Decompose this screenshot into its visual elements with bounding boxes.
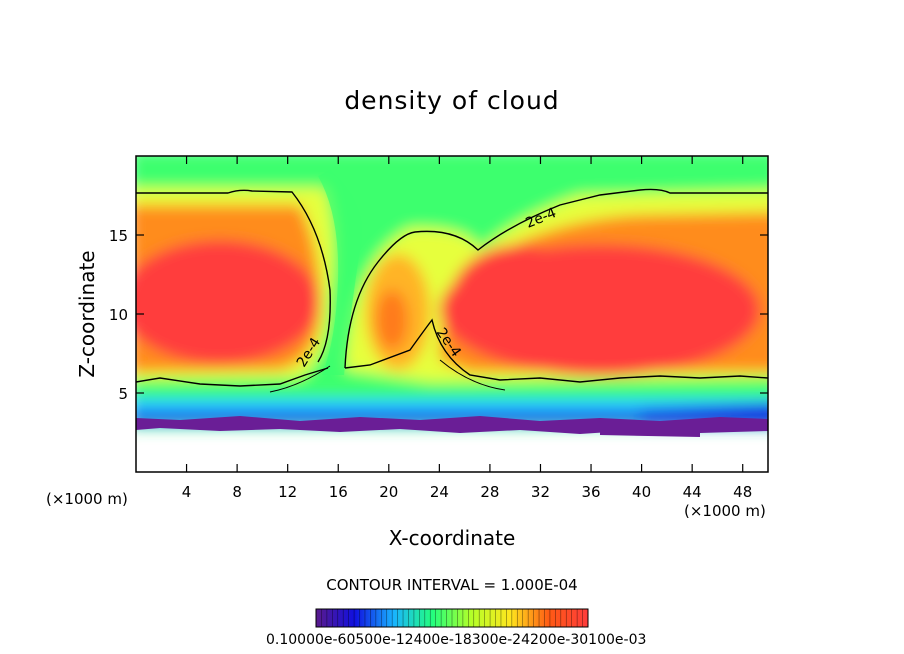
x-tick-label: 8 (232, 483, 242, 501)
x-tick-label: 24 (430, 483, 449, 501)
density-field (136, 156, 768, 472)
contour-shelf-right (439, 359, 506, 391)
x-tick-label: 20 (379, 483, 398, 501)
x-tick-label: 32 (531, 483, 550, 501)
colorbar-labels: 0.10000e-60500e-12400e-18300e-24200e-301… (266, 632, 647, 648)
x-tick-label: 16 (329, 483, 348, 501)
contour-left-base (136, 367, 329, 387)
middle-red-core (376, 290, 408, 350)
y-tick-label: 5 (118, 385, 128, 403)
contour-middle (344, 188, 768, 369)
chart-title: density of cloud (344, 86, 560, 115)
x-tick-label: 28 (480, 483, 499, 501)
density-blobs (136, 156, 768, 428)
x-tick-label: 40 (632, 483, 651, 501)
x-axis-label: X-coordinate (388, 526, 516, 550)
purple-notch (600, 428, 700, 437)
x-unit-label-left: (×1000 m) (46, 490, 128, 508)
contour-cloud-top (136, 189, 331, 363)
contour-middle-base (344, 318, 768, 383)
contour-lines (136, 188, 768, 393)
contour-interval-text: CONTOUR INTERVAL = 1.000E-04 (326, 576, 578, 594)
gap-green-channel (318, 170, 362, 375)
right-red-core-2 (450, 245, 590, 355)
colorbar (315, 608, 589, 628)
x-tick-label: 12 (278, 483, 297, 501)
contour-shelf-left (269, 365, 331, 393)
left-red-core (136, 240, 320, 364)
y-tick-label: 10 (109, 306, 128, 324)
y-tick-label: 15 (109, 227, 128, 245)
colorbar-ticks (321, 609, 583, 627)
y-axis-ticks: 5 10 15 (109, 227, 768, 403)
y-axis-label: Z-coordinate (75, 250, 99, 378)
x-unit-label-right: (×1000 m) (684, 502, 766, 520)
x-tick-label: 36 (581, 483, 600, 501)
x-tick-label: 4 (182, 483, 192, 501)
cyan-base-layer (136, 398, 768, 414)
x-tick-label: 44 (683, 483, 702, 501)
x-axis-ticks: 4 8 12 16 20 24 28 32 36 40 44 48 (182, 156, 752, 501)
x-tick-label: 48 (733, 483, 752, 501)
